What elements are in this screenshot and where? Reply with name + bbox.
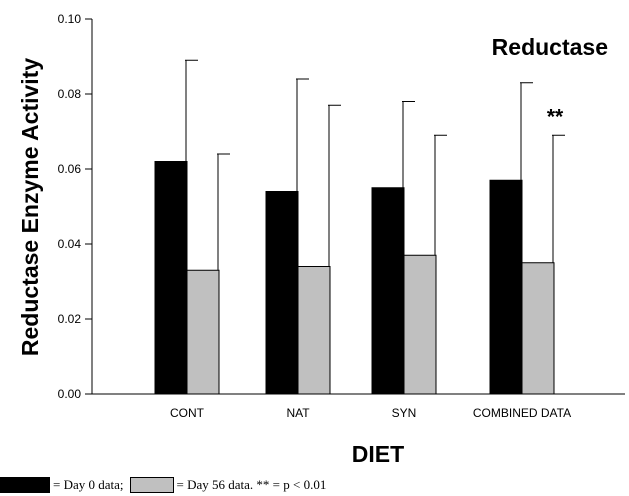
bar bbox=[521, 262, 555, 395]
bar bbox=[186, 269, 220, 395]
bar bbox=[297, 266, 331, 395]
significance-annotation: ** bbox=[547, 105, 564, 128]
y-tick-label: 0.00 bbox=[58, 387, 82, 401]
chart-title: Reductase bbox=[492, 34, 608, 60]
y-tick-label: 0.06 bbox=[58, 162, 82, 176]
y-axis-label: Reductase Enzyme Activity bbox=[17, 58, 43, 356]
axes-layer: CONT NAT SYN COMBINED DATA 0.00 0.02 0.04 0.06 0… bbox=[58, 12, 625, 420]
legend-swatch-day0 bbox=[0, 477, 50, 493]
bar bbox=[265, 191, 299, 395]
y-tick-label: 0.08 bbox=[58, 87, 82, 101]
bar bbox=[371, 187, 405, 395]
legend: = Day 0 data; = Day 56 data. ** = p < 0.… bbox=[0, 475, 326, 495]
x-tick-label: SYN bbox=[392, 406, 417, 420]
bar bbox=[489, 179, 523, 395]
bar bbox=[154, 161, 188, 395]
bar bbox=[403, 254, 437, 395]
y-tick-label: 0.02 bbox=[58, 312, 82, 326]
legend-day56-text: = Day 56 data. ** = p < 0.01 bbox=[176, 477, 327, 492]
bars-layer: ** bbox=[154, 59, 565, 395]
y-tick-label: 0.10 bbox=[58, 12, 82, 26]
x-tick-label: CONT bbox=[170, 406, 205, 420]
legend-swatch-day56 bbox=[129, 477, 174, 493]
legend-day0-text: = Day 0 data; bbox=[53, 477, 124, 492]
y-tick-label: 0.04 bbox=[58, 237, 82, 251]
x-tick-label: NAT bbox=[286, 406, 310, 420]
x-axis-label: DIET bbox=[352, 441, 404, 467]
x-tick-label: COMBINED DATA bbox=[473, 406, 571, 420]
bar-chart: ** CONT NAT SYN COMBINED DATA 0.00 0.02 0.04 0.… bbox=[17, 12, 625, 467]
